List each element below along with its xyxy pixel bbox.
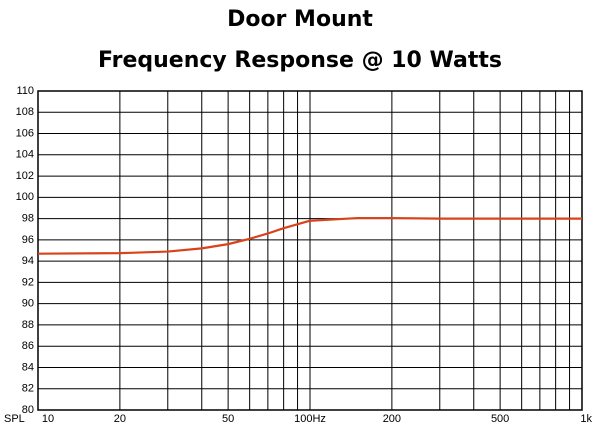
- x-tick-label: 200: [383, 413, 401, 425]
- y-tick-label: 94: [22, 255, 34, 267]
- y-tick-label: 104: [16, 149, 34, 161]
- y-tick-label: 110: [16, 85, 34, 97]
- x-tick-label: 500: [491, 413, 509, 425]
- y-tick-label: 98: [22, 213, 34, 225]
- y-tick-label: 102: [16, 170, 34, 182]
- y-tick-label: 108: [16, 106, 34, 118]
- line-series: [37, 216, 582, 255]
- chart-title: Door Mount: [227, 7, 373, 32]
- x-tick-label: 1k: [580, 413, 592, 425]
- chart-subtitle: Frequency Response @ 10 Watts: [98, 48, 502, 73]
- x-tick-label: 50: [222, 413, 234, 425]
- x-tick-label: 20: [114, 413, 126, 425]
- y-tick-label: 96: [22, 234, 34, 246]
- x-tick-label: 100Hz: [294, 413, 326, 425]
- y-tick-label: 90: [22, 298, 34, 310]
- y-tick-label: 84: [22, 361, 34, 373]
- x-tick-label: 10: [42, 413, 54, 425]
- y-tick-label: 86: [22, 340, 34, 352]
- y-tick-label: 88: [22, 319, 34, 331]
- y-tick-label: 106: [16, 127, 34, 139]
- y-axis-label: SPL: [4, 413, 25, 425]
- y-tick-label: 80: [22, 404, 34, 416]
- y-tick-label: 92: [22, 276, 34, 288]
- y-tick-label: 100: [16, 191, 34, 203]
- y-tick-label: 82: [22, 383, 34, 395]
